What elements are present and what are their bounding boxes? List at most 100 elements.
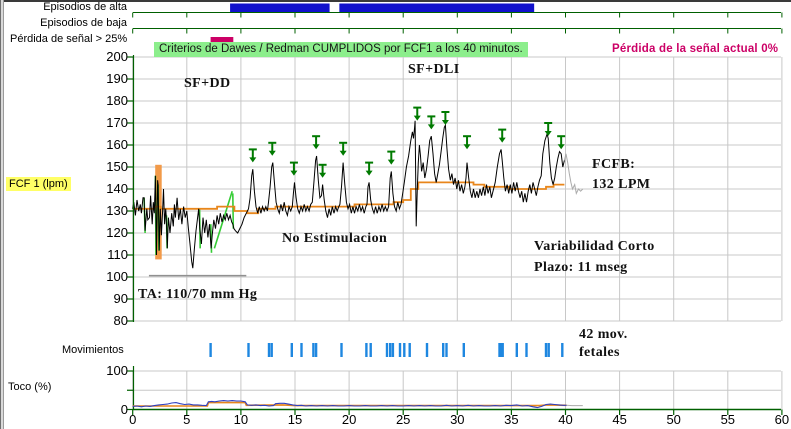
acceleration-arrow-head — [544, 131, 552, 136]
movement-tick — [425, 343, 429, 357]
fhr-ytick-label: 110 — [107, 247, 128, 262]
fhr-ytick-label: 150 — [106, 159, 128, 174]
acceleration-arrow-head — [249, 157, 257, 163]
x-tick-label: 45 — [612, 412, 627, 427]
fhr-faded-tail — [563, 153, 584, 195]
acceleration-arrow-head — [339, 150, 347, 156]
movement-tick — [267, 343, 271, 357]
movement-tick — [340, 343, 343, 357]
annotation-movements-line2: fetales — [579, 345, 620, 360]
fhr-ytick-label: 130 — [106, 203, 128, 218]
movement-tick — [314, 343, 318, 357]
movement-tick — [498, 343, 501, 357]
current-signal-loss-text: Pérdida de la señal actual 0% — [612, 43, 779, 55]
acceleration-arrow-head — [413, 115, 421, 121]
x-tick-label: 55 — [720, 412, 736, 427]
movement-tick — [389, 343, 392, 357]
acceleration-arrow-head — [463, 144, 471, 150]
movement-tick — [525, 343, 528, 357]
fhr-ytick-label: 100 — [106, 269, 128, 284]
annotation-movements-line1: 42 mov. — [579, 327, 628, 342]
movement-tick — [499, 343, 503, 357]
movement-tick — [385, 343, 389, 357]
high-episode-bar — [339, 3, 535, 12]
movement-tick — [270, 343, 273, 357]
x-tick-label: 5 — [183, 412, 191, 427]
x-tick-label: 10 — [233, 412, 249, 427]
annotation-fcfb-line2: 132 LPM — [592, 177, 651, 192]
movement-tick — [391, 343, 395, 357]
x-tick-label: 50 — [666, 412, 681, 427]
annotation-variability-line1: Variabilidad Corto — [534, 239, 655, 254]
acceleration-arrow-head — [498, 137, 506, 143]
acceleration-arrow-head — [365, 170, 373, 176]
episodes-high-label: Episodios de alta — [43, 1, 127, 13]
movement-tick — [369, 343, 372, 357]
fhr-ytick-label: 80 — [113, 313, 128, 328]
fhr-artifact-segment — [232, 193, 235, 229]
movements-row-label: Movimientos — [62, 344, 124, 356]
acceleration-arrow-head — [290, 170, 298, 176]
movement-tick — [561, 343, 564, 357]
annotation-sf-dd: SF+DD — [184, 76, 231, 91]
signal-loss-bar — [210, 37, 234, 43]
movement-tick — [398, 343, 402, 357]
toco-ytick-label: 0 — [120, 401, 128, 417]
fhr-ytick-label: 170 — [106, 115, 128, 130]
movement-tick — [547, 343, 550, 357]
acceleration-arrow-head — [427, 124, 435, 130]
movement-tick — [408, 343, 411, 357]
annotation-no-estimulacion: No Estimulacion — [282, 231, 388, 246]
x-tick-label: 15 — [287, 412, 303, 427]
x-tick-label: 35 — [504, 412, 519, 427]
toco-ytick-label: 100 — [106, 363, 128, 378]
x-tick-label: 20 — [341, 412, 357, 427]
movement-tick — [442, 343, 445, 357]
movement-tick — [544, 343, 548, 357]
movement-tick — [312, 343, 315, 357]
fhr-ytick-label: 190 — [106, 71, 128, 86]
x-tick-label: 60 — [774, 412, 790, 427]
movement-tick — [501, 343, 504, 357]
acceleration-arrow-head — [387, 159, 395, 165]
x-tick-label: 30 — [450, 412, 465, 427]
annotation-ta: TA: 110/70 mm Hg — [138, 287, 258, 302]
toco-axis-label: Toco (%) — [8, 381, 52, 393]
window-top-border — [0, 0, 791, 2]
annotation-fcfb-line1: FCFB: — [592, 157, 636, 172]
acceleration-arrow-head — [557, 144, 565, 150]
fcf1-axis-label: FCF 1 (lpm) — [6, 177, 71, 191]
acceleration-arrow-head — [312, 144, 320, 150]
x-tick-label: 0 — [129, 412, 137, 427]
toco-trace — [132, 400, 567, 409]
x-tick-label: 25 — [395, 412, 411, 427]
movement-tick — [247, 343, 250, 357]
annotation-sf-dli: SF+DLI — [408, 62, 460, 77]
fhr-trace — [132, 120, 565, 269]
fhr-ytick-label: 120 — [106, 225, 128, 240]
acceleration-arrow-head — [441, 120, 449, 125]
movement-tick — [445, 343, 448, 357]
movement-tick — [462, 343, 465, 357]
acceleration-arrow-head — [319, 172, 327, 178]
episodes-low-label: Episodios de baja — [40, 17, 127, 29]
fhr-ytick-label: 160 — [106, 137, 128, 152]
fhr-ytick-label: 180 — [106, 93, 128, 108]
fhr-ytick-label: 90 — [113, 291, 128, 306]
movement-tick — [290, 343, 293, 357]
movement-tick — [515, 343, 518, 357]
dawes-redman-message: Criterios de Dawes / Redman CUMPLIDOS po… — [154, 42, 528, 57]
acceleration-arrow-head — [268, 150, 276, 156]
annotation-variability-line2: Plazo: 11 mseg — [534, 260, 628, 275]
signal-loss-25-label: Pérdida de señal > 25% — [10, 33, 128, 45]
fhr-ytick-label: 140 — [106, 181, 128, 196]
movement-tick — [209, 343, 212, 357]
movement-tick — [300, 343, 303, 357]
fhr-ytick-label: 200 — [106, 49, 128, 64]
x-tick-label: 40 — [558, 412, 573, 427]
fhr-artifact-segment — [213, 190, 233, 249]
movement-tick — [403, 343, 406, 357]
high-episode-bar — [230, 3, 330, 12]
